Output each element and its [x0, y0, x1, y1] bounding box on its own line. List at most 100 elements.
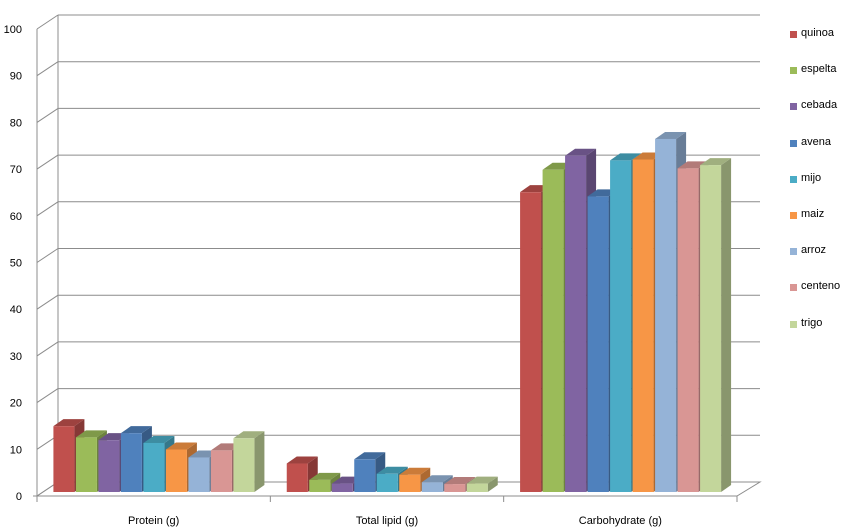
y-tick-label: 100	[4, 24, 22, 36]
legend-item-quinoa: quinoa	[790, 27, 847, 63]
y-tick-label: 30	[10, 351, 22, 363]
bar-top	[75, 430, 107, 438]
bar-top	[610, 153, 642, 161]
bar-top	[354, 452, 386, 460]
legend-label: avena	[801, 135, 831, 148]
bar-top	[466, 476, 498, 484]
legend-item-centeno: centeno	[790, 280, 847, 316]
bar-top	[233, 431, 265, 439]
legend-swatch	[790, 284, 797, 292]
bar-quinoa	[53, 426, 75, 492]
bar-cebada	[565, 155, 587, 492]
legend-item-avena: avena	[790, 136, 847, 172]
bar-side	[254, 431, 265, 492]
legend-item-espelta: espelta	[790, 63, 847, 99]
legend-item-trigo: trigo	[790, 317, 847, 353]
legend-label: quinoa	[801, 27, 835, 39]
y-tick-label: 70	[10, 164, 22, 176]
bar-top	[655, 131, 687, 139]
bar-top	[143, 435, 175, 443]
bar-arroz	[188, 457, 210, 492]
y-tick-label: 80	[10, 117, 22, 129]
bar-quinoa	[286, 463, 308, 492]
bar-arroz	[421, 482, 443, 492]
legend-label: cebada	[801, 99, 838, 112]
legend-item-cebada: cebada	[790, 99, 847, 135]
legend-label: mijo	[801, 171, 822, 184]
bar-top	[444, 477, 476, 485]
legend-label: trigo	[801, 316, 823, 329]
gridline-side	[36, 294, 59, 310]
bar-top	[309, 472, 341, 480]
legend-label: centeno	[801, 280, 841, 293]
y-tick-label: 90	[10, 71, 22, 83]
x-tick-label: Carbohydrate (g)	[579, 515, 662, 527]
bar-top	[700, 158, 732, 166]
gridline-side	[36, 107, 59, 123]
legend-swatch	[790, 67, 797, 75]
bar-centeno	[444, 484, 466, 492]
bar-trigo	[466, 483, 488, 492]
y-tick-label: 60	[10, 211, 22, 223]
gridline-side	[36, 388, 59, 404]
bar-top	[120, 426, 152, 434]
bar-top	[165, 442, 197, 450]
y-tick-label: 40	[10, 304, 22, 316]
legend-item-arroz: arroz	[790, 244, 847, 280]
bar-top	[399, 467, 431, 475]
y-tick-label: 50	[10, 258, 22, 270]
bar-side	[721, 158, 732, 492]
bar-trigo	[700, 165, 722, 492]
gridline-side	[36, 61, 59, 77]
legend-label: espelta	[801, 63, 837, 76]
legend-label: arroz	[801, 244, 827, 257]
legend-item-mijo: mijo	[790, 172, 847, 208]
bar-centeno	[210, 450, 232, 492]
gridline-side	[36, 248, 59, 263]
y-tick-label: 0	[16, 491, 22, 503]
bar-cebada	[98, 440, 120, 492]
bar-top	[53, 419, 85, 427]
bar-avena	[587, 196, 609, 492]
bar-espelta	[309, 479, 331, 492]
bar-arroz	[655, 138, 677, 492]
legend-swatch	[790, 139, 797, 147]
bar-espelta	[542, 169, 564, 492]
bar-top	[286, 456, 318, 464]
bar-cebada	[331, 483, 353, 492]
bar-mijo	[610, 160, 632, 492]
bar-trigo	[233, 438, 255, 492]
legend-item-maiz: maiz	[790, 208, 847, 244]
legend-label: maiz	[801, 207, 825, 220]
bar-avena	[120, 433, 142, 492]
bar-side	[487, 476, 498, 492]
bar-mijo	[376, 473, 398, 492]
legend-swatch	[790, 248, 797, 256]
bar-mijo	[143, 442, 165, 492]
bar-maiz	[632, 159, 654, 492]
bar-centeno	[677, 168, 699, 492]
y-tick-label: 20	[10, 398, 22, 410]
bar-top	[376, 466, 408, 474]
legend-swatch	[790, 320, 797, 328]
legend-swatch	[790, 175, 797, 183]
y-tick-label: 10	[10, 444, 22, 456]
bar-top	[421, 475, 453, 483]
legend-swatch	[790, 103, 797, 111]
x-tick-label: Total lipid (g)	[356, 515, 418, 527]
gridline-side	[36, 154, 59, 170]
gridline-side	[36, 341, 59, 357]
gridline-side	[36, 201, 59, 217]
bar-quinoa	[520, 192, 542, 492]
bar-maiz	[165, 449, 187, 492]
bar-top	[565, 148, 597, 156]
legend-swatch	[790, 211, 797, 219]
chart-legend: quinoa espelta cebada avena mijo maiz arroz cen…	[790, 27, 847, 353]
x-tick-label: Protein (g)	[128, 515, 179, 527]
legend-swatch	[790, 31, 797, 38]
bar-maiz	[399, 474, 421, 492]
gridline-side	[36, 14, 59, 30]
bar-avena	[354, 459, 376, 492]
bar-espelta	[75, 437, 97, 492]
